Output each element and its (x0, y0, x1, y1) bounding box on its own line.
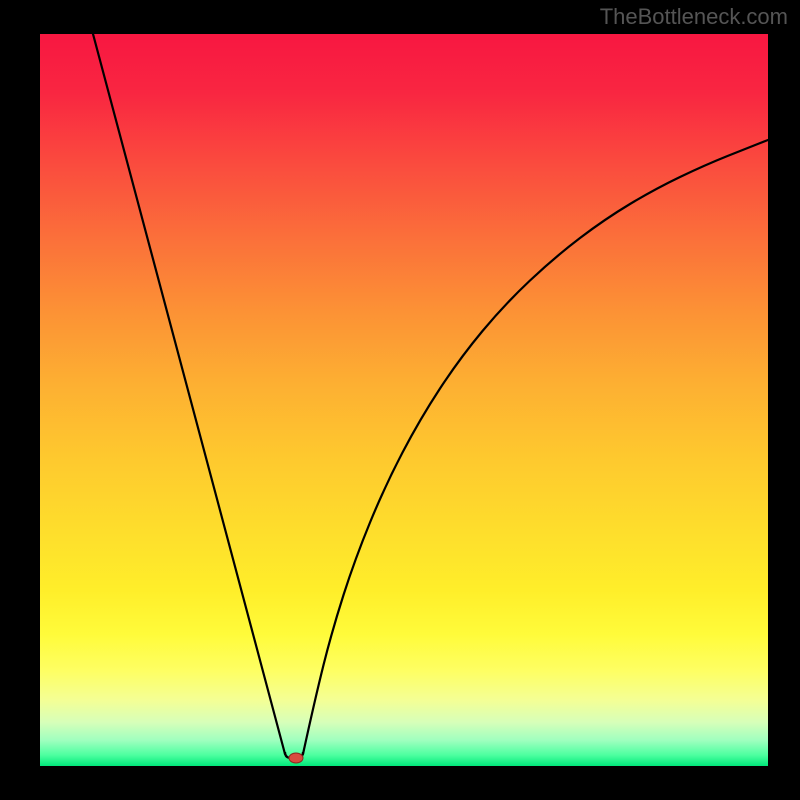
optimum-marker (289, 753, 303, 763)
curve-left-segment (93, 34, 285, 754)
chart-plot-area (40, 34, 768, 766)
chart-curve-layer (40, 34, 768, 766)
watermark-text: TheBottleneck.com (600, 4, 788, 30)
curve-right-segment (303, 140, 768, 754)
